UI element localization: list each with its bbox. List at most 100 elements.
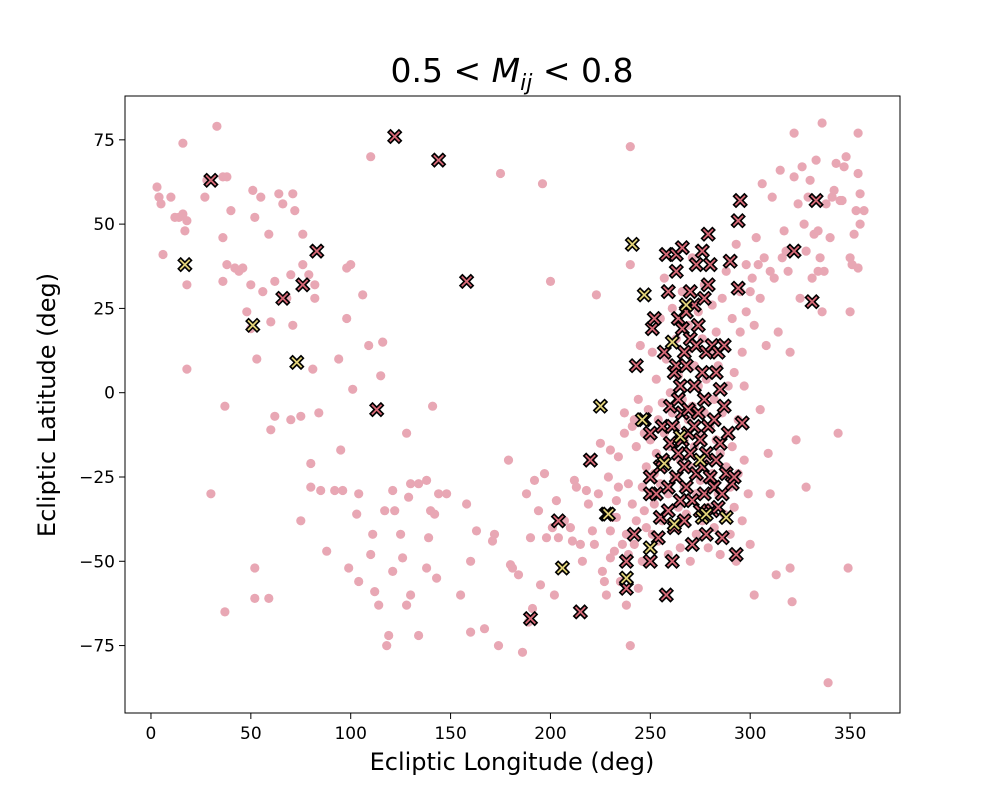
data-point — [466, 556, 476, 566]
data-point — [855, 189, 865, 199]
data-point — [434, 489, 444, 499]
data-point — [721, 266, 731, 276]
data-point — [649, 499, 659, 509]
data-point — [152, 182, 162, 192]
data-point — [495, 168, 506, 179]
x-tick-label: 350 — [834, 724, 866, 744]
data-point — [462, 499, 472, 509]
x-marker-red — [368, 401, 385, 418]
data-point — [635, 340, 645, 351]
data-point — [296, 411, 306, 421]
x-marker-red — [618, 580, 635, 597]
data-point — [791, 435, 801, 445]
x-marker-yellow — [624, 236, 641, 253]
data-point — [583, 499, 594, 509]
data-point — [603, 472, 614, 482]
x-marker-yellow — [642, 540, 659, 556]
data-point — [773, 327, 783, 337]
x-marker-red — [694, 243, 711, 259]
x-marker-red — [458, 273, 475, 290]
data-point — [306, 482, 316, 492]
data-point — [334, 354, 344, 364]
data-point — [629, 539, 639, 550]
data-point — [402, 600, 412, 610]
x-marker-yellow — [634, 411, 651, 428]
x-marker-red — [714, 529, 730, 546]
data-point — [206, 489, 216, 499]
data-point — [250, 593, 260, 604]
data-point — [278, 199, 288, 209]
x-marker-red — [626, 526, 643, 543]
data-point — [789, 128, 799, 138]
x-marker-red — [678, 479, 695, 495]
x-marker-yellow — [672, 428, 689, 445]
data-point — [739, 381, 749, 391]
x-axis-label: Ecliptic Longitude (deg) — [370, 748, 655, 776]
data-point — [266, 425, 276, 435]
data-point — [709, 394, 719, 404]
data-point — [306, 458, 316, 469]
data-point — [298, 229, 308, 239]
data-point — [406, 590, 416, 600]
x-marker-red — [708, 452, 724, 468]
data-point — [789, 172, 799, 182]
data-point — [769, 273, 779, 283]
data-point — [855, 219, 865, 229]
data-point — [839, 162, 849, 172]
x-tick-label: 250 — [634, 724, 666, 744]
data-point — [222, 260, 232, 270]
x-marker-yellow — [718, 509, 734, 526]
data-point — [859, 206, 869, 216]
data-point — [735, 327, 745, 337]
data-point — [396, 529, 406, 539]
data-point — [551, 496, 562, 506]
data-point — [388, 566, 398, 577]
data-point — [364, 340, 374, 351]
data-point — [398, 553, 408, 563]
y-tick-label: 75 — [93, 131, 115, 151]
x-marker-red — [722, 253, 738, 269]
data-point — [799, 219, 809, 229]
data-point — [246, 280, 256, 290]
data-point — [745, 287, 755, 297]
data-point — [390, 506, 400, 516]
x-marker-red — [690, 317, 707, 334]
data-point — [613, 452, 624, 462]
data-point — [178, 209, 188, 219]
data-point — [753, 260, 763, 270]
data-point — [336, 445, 346, 455]
data-point — [352, 509, 362, 519]
data-point — [270, 276, 280, 286]
x-tick-label: 50 — [240, 724, 262, 744]
title-prefix: 0.5 < — [391, 51, 492, 90]
x-marker-red — [692, 432, 709, 448]
data-point — [619, 428, 630, 438]
data-point — [817, 118, 827, 128]
data-point — [609, 546, 620, 556]
data-point — [346, 260, 356, 270]
x-marker-red — [522, 610, 539, 627]
x-marker-red — [676, 459, 693, 475]
x-marker-red — [786, 243, 802, 259]
x-marker-red — [386, 128, 403, 145]
x-marker-yellow — [636, 287, 653, 303]
data-point — [374, 600, 384, 610]
data-point — [218, 233, 228, 243]
data-point — [823, 678, 833, 688]
x-marker-red — [708, 364, 724, 381]
x-marker-red — [730, 212, 746, 229]
data-point — [338, 485, 348, 496]
x-marker-red — [732, 192, 748, 209]
data-point — [414, 630, 424, 641]
x-marker-red — [670, 391, 687, 408]
data-point — [605, 445, 616, 455]
data-point — [507, 563, 518, 573]
data-point — [330, 485, 340, 496]
data-point — [771, 570, 781, 580]
data-point — [314, 408, 324, 418]
data-point — [761, 340, 771, 351]
data-point — [639, 506, 649, 516]
data-point — [749, 590, 759, 600]
data-point — [633, 394, 643, 404]
data-point — [304, 270, 314, 280]
